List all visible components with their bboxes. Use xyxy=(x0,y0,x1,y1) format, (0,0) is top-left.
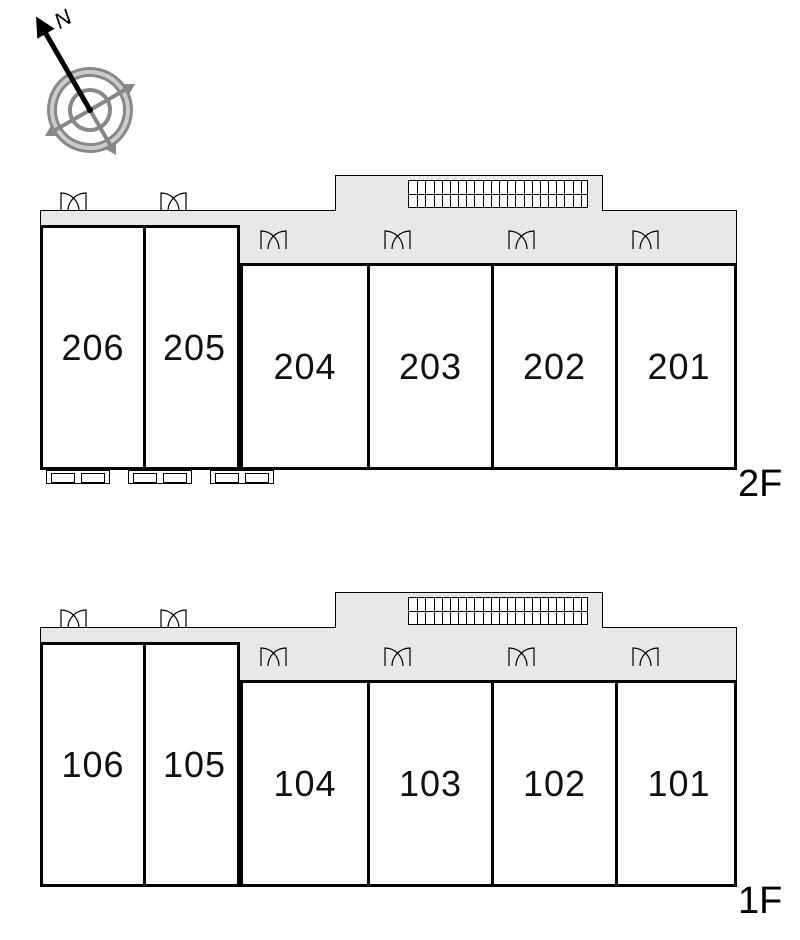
door-swing-icon xyxy=(267,230,287,250)
unit-group: 104 103 102 101 xyxy=(240,680,737,887)
door-swing-icon xyxy=(515,230,535,250)
unit-label: 206 xyxy=(61,327,124,369)
unit-104: 104 xyxy=(243,683,367,884)
floor-label: 2F xyxy=(738,463,782,506)
unit-label: 205 xyxy=(163,327,226,369)
unit-label: 203 xyxy=(399,346,462,388)
balcony xyxy=(210,470,274,484)
unit-105: 105 xyxy=(143,645,243,884)
balcony xyxy=(46,470,110,484)
corridor-notch xyxy=(336,627,602,628)
unit-group: 206 205 xyxy=(40,225,240,470)
unit-group: 106 105 xyxy=(40,642,240,887)
door-swing-icon xyxy=(639,230,659,250)
stair-steps xyxy=(408,180,588,208)
unit-202: 202 xyxy=(491,266,615,467)
door-swing-icon xyxy=(267,647,287,667)
unit-206: 206 xyxy=(43,228,143,467)
unit-label: 201 xyxy=(647,346,710,388)
floorplan-canvas: N 206 205 204 203 202 201 2F 106 105 104 103 102 101… xyxy=(0,0,800,940)
stair-steps xyxy=(408,597,588,625)
unit-203: 203 xyxy=(367,266,491,467)
door-swing-icon xyxy=(167,609,187,629)
unit-102: 102 xyxy=(491,683,615,884)
unit-label: 103 xyxy=(399,763,462,805)
unit-label: 101 xyxy=(647,763,710,805)
corridor-notch xyxy=(336,210,602,211)
unit-103: 103 xyxy=(367,683,491,884)
unit-106: 106 xyxy=(43,645,143,884)
door-swing-icon xyxy=(67,192,87,212)
unit-label: 202 xyxy=(523,346,586,388)
door-swing-icon xyxy=(167,192,187,212)
unit-label: 204 xyxy=(273,346,336,388)
door-swing-icon xyxy=(515,647,535,667)
door-swing-icon xyxy=(67,609,87,629)
door-swing-icon xyxy=(391,230,411,250)
unit-label: 104 xyxy=(273,763,336,805)
unit-205: 205 xyxy=(143,228,243,467)
compass: N xyxy=(10,0,170,175)
unit-label: 105 xyxy=(163,744,226,786)
unit-204: 204 xyxy=(243,266,367,467)
unit-label: 106 xyxy=(61,744,124,786)
door-swing-icon xyxy=(391,647,411,667)
door-swing-icon xyxy=(639,647,659,667)
floor-label: 1F xyxy=(738,880,782,923)
unit-201: 201 xyxy=(615,266,740,467)
unit-label: 102 xyxy=(523,763,586,805)
balcony xyxy=(128,470,192,484)
unit-101: 101 xyxy=(615,683,740,884)
unit-group: 204 203 202 201 xyxy=(240,263,737,470)
